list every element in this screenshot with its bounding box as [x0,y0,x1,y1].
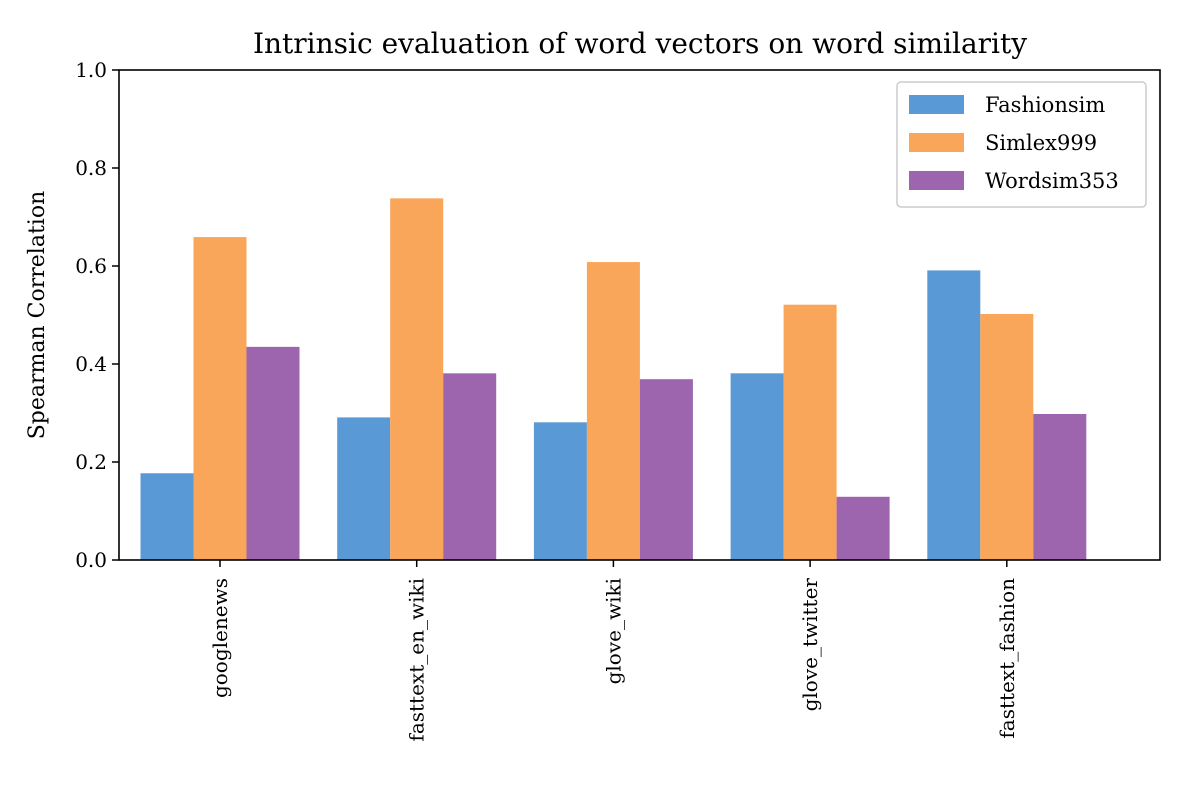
legend-label-fashionsim: Fashionsim [985,93,1105,117]
bar-wordsim353-glove-twitter [836,496,890,560]
bar-wordsim353-googlenews [246,346,300,560]
bar-wordsim353-fasttext-en-wiki [443,373,497,560]
bar-wordsim353-glove-wiki [639,379,693,560]
legend-swatch-fashionsim [909,95,964,114]
bar-simlex999-fasttext-en-wiki [390,198,444,560]
x-tick-label: googlenews [208,578,232,698]
bar-simlex999-glove-wiki [586,262,640,560]
legend-label-wordsim353: Wordsim353 [985,169,1119,193]
legend-swatch-wordsim353 [909,171,964,190]
y-tick-label: 0.8 [75,156,107,180]
y-tick-label: 0.0 [75,548,107,572]
bar-fashionsim-glove-wiki [533,422,587,560]
x-tick-label: glove_twitter [798,578,822,712]
bar-fashionsim-fasttext-en-wiki [337,417,391,560]
bar-wordsim353-fasttext-fashion [1033,413,1087,560]
bar-fashionsim-fasttext-fashion [927,270,981,560]
y-axis-ticks: 0.0 0.2 0.4 0.6 0.8 1.0 [75,58,119,572]
y-tick-label: 0.6 [75,254,107,278]
chart-title: Intrinsic evaluation of word vectors on … [253,27,1027,60]
bar-fashionsim-glove-twitter [730,373,784,560]
x-tick-label: fasttext_fashion [995,578,1019,739]
bars-group [140,198,1087,560]
x-axis-ticks: googlenews fasttext_en_wiki glove_wiki glov… [208,560,1019,742]
bar-simlex999-fasttext-fashion [980,314,1034,560]
y-tick-label: 1.0 [75,58,107,82]
y-tick-label: 0.2 [75,450,107,474]
y-tick-label: 0.4 [75,352,107,376]
x-tick-label: glove_wiki [601,578,625,684]
bar-fashionsim-googlenews [140,473,194,560]
legend-label-simlex999: Simlex999 [985,131,1097,155]
legend: Fashionsim Simlex999 Wordsim353 [896,81,1147,208]
y-axis-label: Spearman Correlation [25,191,50,440]
x-tick-label: fasttext_en_wiki [405,578,429,742]
bar-simlex999-googlenews [193,237,247,560]
bar-simlex999-glove-twitter [783,304,837,560]
legend-swatch-simlex999 [909,133,964,152]
plot-area-frame [118,69,1161,561]
